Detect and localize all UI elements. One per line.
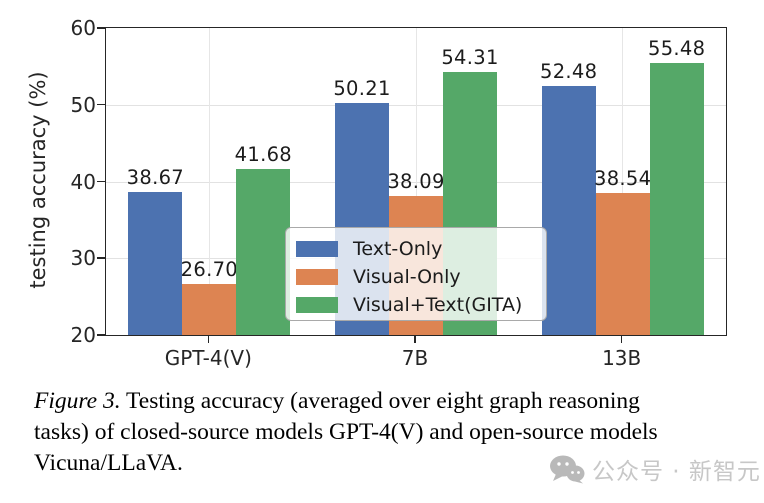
y-tick-mark [97, 27, 105, 29]
gridline-x-7b [415, 28, 417, 335]
y-axis-label: testing accuracy (%) [26, 71, 50, 289]
legend-entry-visual-text-gita: Visual+Text(GITA) [296, 291, 546, 319]
bar-chart-figure: testing accuracy (%) 38.67 50.21 52.48 26.7… [26, 16, 727, 370]
bar-value-label: 26.70 [180, 257, 238, 281]
bar-value-label: 55.48 [647, 36, 706, 60]
legend-label: Text-Only [353, 238, 443, 260]
bar-value-label: 50.21 [333, 77, 391, 101]
y-tick-mark [97, 257, 105, 259]
figure-caption: Figure 3. Testing accuracy (averaged ove… [34, 386, 744, 479]
bar-value-label: 38.09 [387, 170, 445, 194]
y-tick-label-20: 20 [70, 323, 96, 347]
x-tick-label-7b: 7B [401, 346, 429, 370]
x-tick-label-13b: 13B [602, 346, 642, 370]
x-tick-mark [620, 336, 623, 343]
y-tick-label-30: 30 [70, 246, 96, 271]
y-tick-mark [97, 103, 105, 106]
watermark: 公众号 · 新智元 [549, 452, 761, 486]
bar-value-label: 41.68 [234, 142, 292, 166]
bar-visual-only-13b [595, 192, 650, 335]
gridline-x-gpt-4-v [208, 28, 210, 335]
bar-value-label: 54.31 [441, 45, 499, 69]
legend-entry-visual-only: Visual-Only [296, 263, 546, 291]
x-tick-label-gpt-4-v: GPT-4(V) [164, 346, 252, 370]
y-tick-label-40: 40 [70, 169, 96, 194]
legend-swatch-visual-text-gita [296, 297, 338, 313]
legend-label: Visual-Only [353, 266, 461, 288]
caption-line1: Testing accuracy (averaged over eight gr… [120, 388, 640, 414]
gridline-x-13b [622, 28, 624, 335]
legend-label: Visual+Text(GITA) [353, 294, 523, 316]
y-tick-mark [97, 334, 105, 336]
legend-swatch-visual-only [296, 269, 338, 285]
bar-text-only-13b [541, 85, 596, 335]
chart-legend: Text-Only Visual-Only Visual+Text(GITA) [285, 227, 547, 321]
watermark-text: 公众号 · 新智元 [592, 459, 761, 485]
y-tick-label-50: 50 [70, 92, 96, 117]
caption-line3: Vicuna/LLaVA. [34, 450, 183, 476]
bar-value-label: 52.48 [539, 59, 598, 83]
bar-text-only-gpt-4-v [128, 191, 183, 335]
x-tick-mark [207, 336, 210, 343]
legend-entry-text-only: Text-Only [296, 235, 546, 263]
x-tick-mark [414, 336, 416, 343]
bar-visual-only-gpt-4-v [182, 283, 237, 335]
y-tick-label-60: 60 [70, 16, 96, 40]
wechat-icon [550, 455, 585, 484]
caption-line2: tasks) of closed-source models GPT-4(V) … [34, 419, 658, 445]
y-tick-mark [97, 180, 105, 183]
bar-visual-text-gita-gpt-4-v [236, 168, 291, 335]
bar-value-label: 38.54 [593, 166, 652, 190]
legend-swatch-text-only [296, 241, 338, 257]
bar-visual-text-gita-13b [649, 62, 704, 335]
figure-number: Figure 3. [34, 388, 121, 414]
bar-value-label: 38.67 [126, 165, 184, 189]
